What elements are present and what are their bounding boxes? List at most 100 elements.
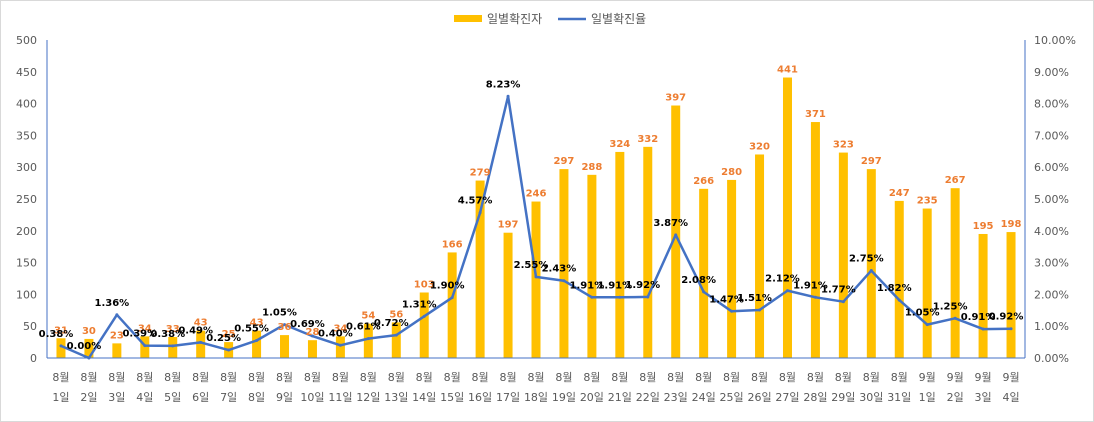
bar-value-label: 43 xyxy=(194,318,208,329)
bar-value-label: 323 xyxy=(833,140,854,151)
line-point xyxy=(478,211,482,215)
bar-value-label: 320 xyxy=(749,141,770,152)
bar-value-label: 166 xyxy=(442,239,463,250)
y-left-tick-label: 0 xyxy=(30,352,37,365)
line-value-label: 1.92% xyxy=(625,280,660,291)
bar-value-label: 297 xyxy=(861,156,882,167)
line-point xyxy=(841,300,845,304)
x-tick-day: 7일 xyxy=(220,390,237,404)
bar-value-label: 197 xyxy=(498,220,519,231)
y-axis-left: 0 50 100 150 200 250 300 350 400 450 500 xyxy=(16,34,37,365)
x-tick-month: 9월 xyxy=(975,371,992,384)
x-tick-day: 11일 xyxy=(328,390,352,404)
y-right-tick-label: 9.00% xyxy=(1034,66,1069,79)
line-value-label: 0.61% xyxy=(346,322,381,333)
line-point xyxy=(87,356,91,360)
bar xyxy=(587,174,597,358)
bar-value-label: 43 xyxy=(250,318,264,329)
bar xyxy=(112,343,122,358)
x-tick-day: 23일 xyxy=(664,390,688,404)
x-tick-month: 8월 xyxy=(136,371,153,384)
x-tick-day: 27일 xyxy=(775,390,799,404)
x-tick-month: 8월 xyxy=(276,371,293,384)
y-left-tick-label: 300 xyxy=(16,161,37,174)
bar-value-label: 247 xyxy=(889,188,910,199)
x-tick-month: 9월 xyxy=(1002,371,1019,384)
bar xyxy=(475,180,485,358)
line-value-label: 1.91% xyxy=(570,280,605,291)
bar xyxy=(559,169,569,358)
y-right-tick-label: 10.00% xyxy=(1034,34,1076,47)
bar-value-label: 324 xyxy=(609,139,630,150)
line-value-label: 2.75% xyxy=(849,254,884,265)
bar-value-label: 288 xyxy=(581,162,602,173)
line-value-label: 1.05% xyxy=(905,308,940,319)
line-point xyxy=(618,295,622,299)
line-value-label: 0.69% xyxy=(290,319,325,330)
line-value-label: 1.51% xyxy=(737,293,772,304)
x-tick-month: 8월 xyxy=(527,371,544,384)
bar-value-label: 36 xyxy=(278,322,292,333)
bar xyxy=(615,151,625,358)
x-tick-month: 8월 xyxy=(248,371,265,384)
line-point xyxy=(925,323,929,327)
x-tick-month: 8월 xyxy=(835,371,852,384)
line-value-label: 0.38% xyxy=(150,329,185,340)
line-value-label: 0.55% xyxy=(234,324,269,335)
x-tick-day: 12일 xyxy=(356,390,380,404)
bar-value-label: 34 xyxy=(138,323,152,334)
x-tick-month: 8월 xyxy=(360,371,377,384)
bar-value-label: 198 xyxy=(1001,219,1022,230)
x-tick-day: 9일 xyxy=(276,390,293,404)
line-point xyxy=(1009,327,1013,331)
x-tick-day: 5일 xyxy=(164,390,181,404)
y-left-tick-label: 400 xyxy=(16,98,37,111)
y-right-tick-label: 4.00% xyxy=(1034,225,1069,238)
x-tick-month: 8월 xyxy=(472,371,489,384)
bar xyxy=(810,122,820,358)
bar xyxy=(531,201,541,358)
line-value-label: 0.49% xyxy=(178,325,213,336)
x-tick-day: 24일 xyxy=(692,390,716,404)
x-tick-day: 17일 xyxy=(496,390,520,404)
x-tick-day: 2일 xyxy=(947,390,964,404)
line-value-label: 1.82% xyxy=(877,283,912,294)
bar xyxy=(84,338,94,358)
bar xyxy=(950,188,960,358)
x-tick-month: 8월 xyxy=(304,371,321,384)
bar xyxy=(503,232,513,358)
x-tick-month: 9월 xyxy=(919,371,936,384)
line-point xyxy=(785,289,789,293)
legend: 일별확진자 일별확진율 xyxy=(454,12,646,26)
y-right-tick-label: 3.00% xyxy=(1034,257,1069,270)
x-tick-day: 3일 xyxy=(975,390,992,404)
bar-value-label: 441 xyxy=(777,65,798,76)
x-tick-day: 26일 xyxy=(747,390,771,404)
x-tick-month: 8월 xyxy=(416,371,433,384)
y-right-tick-label: 6.00% xyxy=(1034,161,1069,174)
y-right-tick-label: 7.00% xyxy=(1034,129,1069,142)
bar-value-label: 23 xyxy=(110,330,124,341)
x-tick-month: 8월 xyxy=(807,371,824,384)
line-value-label: 2.12% xyxy=(765,274,800,285)
bar xyxy=(755,154,765,358)
line-point xyxy=(310,334,314,338)
legend-swatch-bar xyxy=(454,15,482,22)
legend-label-line: 일별확진율 xyxy=(591,12,646,26)
line-value-label: 1.91% xyxy=(597,280,632,291)
line-value-label: 1.47% xyxy=(709,294,744,305)
x-tick-month: 8월 xyxy=(499,371,516,384)
x-tick-day: 30일 xyxy=(859,390,883,404)
bar-value-label: 25 xyxy=(222,329,236,340)
x-tick-month: 9월 xyxy=(947,371,964,384)
x-tick-day: 6일 xyxy=(192,390,209,404)
bar xyxy=(391,322,401,358)
bar-value-label: 397 xyxy=(665,93,686,104)
y-right-tick-label: 2.00% xyxy=(1034,288,1069,301)
bar xyxy=(419,292,429,358)
x-tick-day: 25일 xyxy=(720,390,744,404)
x-tick-day: 4일 xyxy=(1002,390,1019,404)
bar xyxy=(782,77,792,359)
x-tick-day: 18일 xyxy=(524,390,548,404)
x-tick-day: 22일 xyxy=(636,390,660,404)
